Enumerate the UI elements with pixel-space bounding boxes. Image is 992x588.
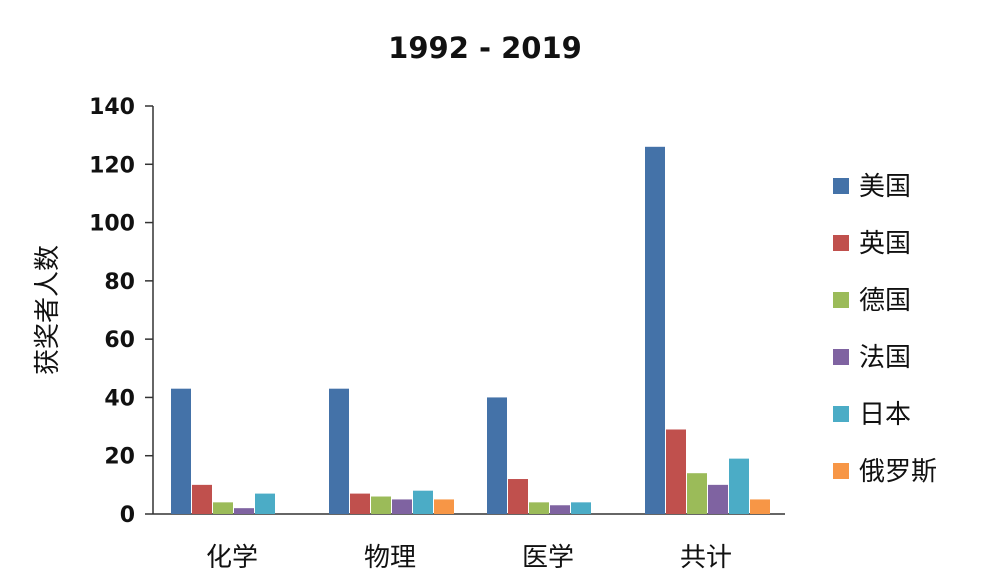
y-tick-label: 20: [104, 445, 135, 470]
bar-1-2: [192, 484, 212, 514]
chart-title: 1992 - 2019: [388, 31, 582, 65]
bar-2-6: [434, 499, 454, 514]
bar-1-1: [171, 388, 191, 514]
bar-4-1: [645, 146, 665, 515]
bar-2-1: [329, 388, 349, 514]
y-tick-label: 140: [89, 95, 135, 120]
bar-4-6: [750, 499, 770, 514]
y-tick-label: 60: [104, 328, 135, 353]
legend-swatch: [833, 178, 849, 194]
bar-4-4: [708, 484, 728, 514]
y-tick-label: 40: [104, 386, 135, 411]
legend-label: 德国: [859, 286, 911, 316]
legend-label: 俄罗斯: [859, 457, 937, 487]
plot-area: 0 20 40 60 80 100 120 140 化学 物理 医学 共计: [89, 95, 785, 573]
y-tick-label: 0: [120, 503, 135, 528]
y-axis-label: 获奖者人数: [33, 245, 63, 375]
bar-3-2: [508, 479, 528, 514]
legend-swatch: [833, 235, 849, 251]
bar-2-3: [371, 496, 391, 514]
bar-4-2: [666, 429, 686, 514]
legend-label: 日本: [859, 400, 911, 430]
bar-4-5: [729, 458, 749, 514]
bar-3-5: [571, 502, 591, 514]
x-category-label: 共计: [680, 543, 732, 573]
x-category-label: 化学: [206, 543, 258, 573]
legend-swatch: [833, 463, 849, 479]
legend-label: 英国: [859, 229, 911, 259]
bar-2-5: [413, 490, 433, 514]
bar-3-3: [529, 502, 549, 514]
bar-3-4: [550, 505, 570, 514]
legend-swatch: [833, 406, 849, 422]
y-tick-label: 80: [104, 270, 135, 295]
bar-3-1: [487, 397, 507, 514]
x-category-label: 医学: [522, 543, 574, 573]
bar-4-3: [687, 473, 707, 514]
bar-2-2: [350, 493, 370, 514]
y-tick-label: 120: [89, 153, 135, 178]
bar-1-5: [255, 493, 275, 514]
legend-label: 法国: [859, 343, 911, 373]
legend-swatch: [833, 349, 849, 365]
bar-1-4: [234, 508, 254, 514]
y-tick-label: 100: [89, 212, 135, 237]
bar-2-4: [392, 499, 412, 514]
legend-swatch: [833, 292, 849, 308]
bar-1-3: [213, 502, 233, 514]
x-category-label: 物理: [364, 543, 416, 573]
legend-label: 美国: [859, 172, 911, 202]
